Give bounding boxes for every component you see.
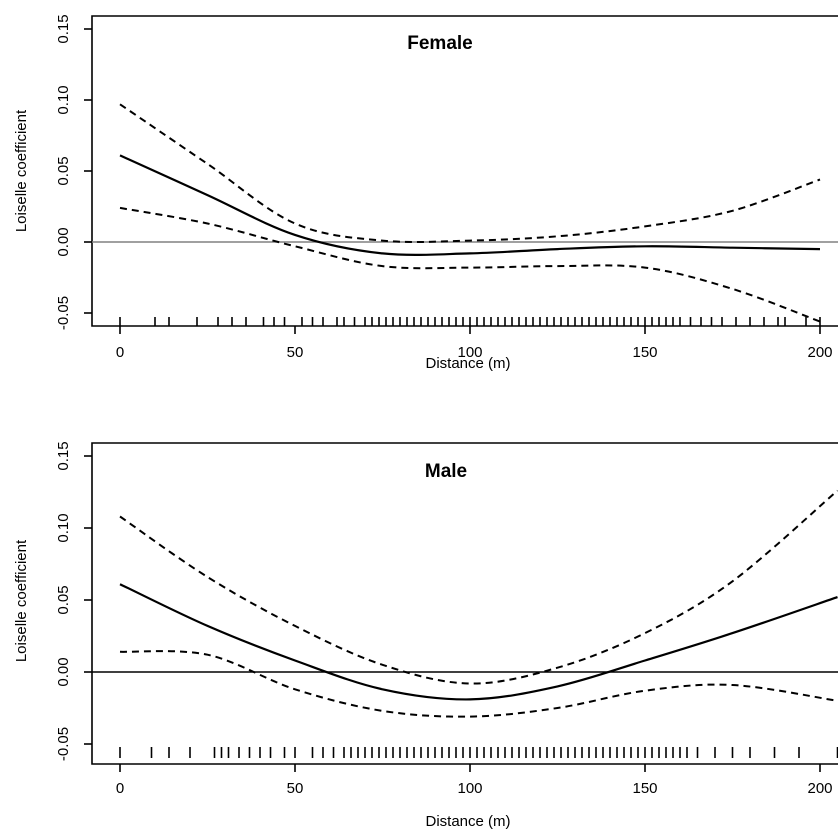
male-upper-ci-line <box>119 489 838 685</box>
female-y-tick-label: 0.00 <box>55 227 72 256</box>
male-fit-line <box>119 583 838 701</box>
female-y-tick-label: 0.10 <box>55 85 72 114</box>
male-y-tick-label: 0.00 <box>55 657 72 686</box>
male-y-axis-title: Loiselle coefficient <box>13 539 30 662</box>
female-y-tick-label: -0.05 <box>55 296 72 330</box>
female-fit-line <box>119 154 821 256</box>
male-y-tick-label: 0.10 <box>55 513 72 542</box>
female-x-tick-label: 200 <box>807 344 832 361</box>
male-x-tick-label: 0 <box>116 780 124 797</box>
male-y-tick-label: -0.05 <box>55 727 72 761</box>
female-x-tick-label: 100 <box>457 344 482 361</box>
female-x-tick-label: 50 <box>287 344 304 361</box>
female-upper-ci-line <box>119 103 821 244</box>
female-plot-frame <box>91 15 838 327</box>
female-x-tick-label: 0 <box>116 344 124 361</box>
male-panel-title: Male <box>425 461 467 482</box>
female-x-axis-title: Distance (m) <box>425 355 510 372</box>
male-x-tick-label: 150 <box>632 780 657 797</box>
female-y-tick-label: 0.05 <box>55 156 72 185</box>
female-panel: Female Distance (m) Loiselle coefficient… <box>13 14 838 372</box>
male-y-tick-label: 0.15 <box>55 441 72 470</box>
male-x-tick-label: 100 <box>457 780 482 797</box>
female-lower-ci-line <box>119 206 821 323</box>
male-lower-ci-line <box>119 650 838 718</box>
male-y-tick-label: 0.05 <box>55 585 72 614</box>
male-panel: Male Distance (m) Loiselle coefficient 0… <box>13 441 838 830</box>
male-x-tick-label: 200 <box>807 780 832 797</box>
female-panel-title: Female <box>407 33 472 54</box>
male-x-axis-title: Distance (m) <box>425 813 510 830</box>
male-plot-frame <box>91 442 838 765</box>
female-y-tick-label: 0.15 <box>55 14 72 43</box>
male-x-tick-label: 50 <box>287 780 304 797</box>
female-y-axis-title: Loiselle coefficient <box>13 109 30 232</box>
female-x-tick-label: 150 <box>632 344 657 361</box>
